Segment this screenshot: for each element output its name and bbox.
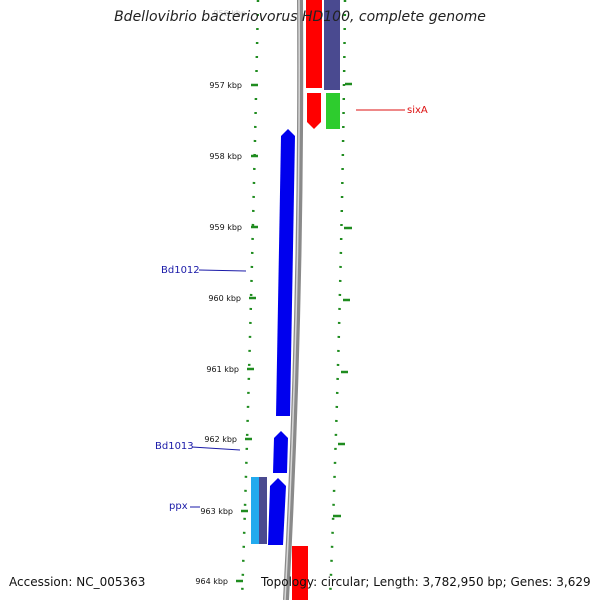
ruler-label-960: 960 kbp (208, 294, 241, 303)
green-track-block[interactable] (326, 93, 340, 129)
ruler-label-956: 956 kbp (213, 9, 246, 18)
bd1013-leader-line (191, 446, 241, 451)
gene-label-bd1012[interactable]: Bd1012 (161, 265, 200, 276)
map-title: Bdellovibrio bacteriovorus HD100, comple… (114, 9, 486, 25)
cyan-gene-ppx[interactable] (251, 477, 260, 544)
ruler-label-962: 962 kbp (204, 435, 237, 444)
gc-ticks (333, 82, 352, 518)
ruler-label-958: 958 kbp (209, 152, 242, 161)
ruler-label-964: 964 kbp (195, 577, 228, 586)
purple-gene-ppx[interactable] (259, 477, 267, 544)
ruler-ticks (236, 83, 258, 583)
gene-label-ppx[interactable]: ppx (169, 501, 188, 512)
red-gene-lower[interactable] (292, 546, 308, 600)
blue-gene-ppx-adjacent[interactable] (268, 478, 286, 545)
purple-track-block[interactable] (324, 0, 340, 90)
ruler-label-961: 961 kbp (206, 365, 239, 374)
gene-label-bd1013[interactable]: Bd1013 (155, 441, 194, 452)
right-gc-dotted-ring (328, 0, 347, 600)
bd1012-leader-line (198, 269, 247, 272)
ruler-label-963: 963 kbp (200, 507, 233, 516)
blue-gene-bd1012[interactable] (276, 129, 295, 416)
blue-gene-bd1013[interactable] (273, 431, 288, 473)
genome-summary-label: Topology: circular; Length: 3,782,950 bp… (261, 575, 591, 589)
red-gene-sixA[interactable] (307, 93, 321, 129)
genome-backbone (283, 0, 304, 600)
genome-backbone-highlight (284, 0, 300, 600)
accession-label: Accession: NC_005363 (9, 575, 146, 589)
ruler-label-959: 959 kbp (209, 223, 242, 232)
gene-label-sixA[interactable]: sixA (407, 105, 428, 116)
red-gene-upper[interactable] (306, 0, 322, 88)
ruler-label-957: 957 kbp (209, 81, 242, 90)
